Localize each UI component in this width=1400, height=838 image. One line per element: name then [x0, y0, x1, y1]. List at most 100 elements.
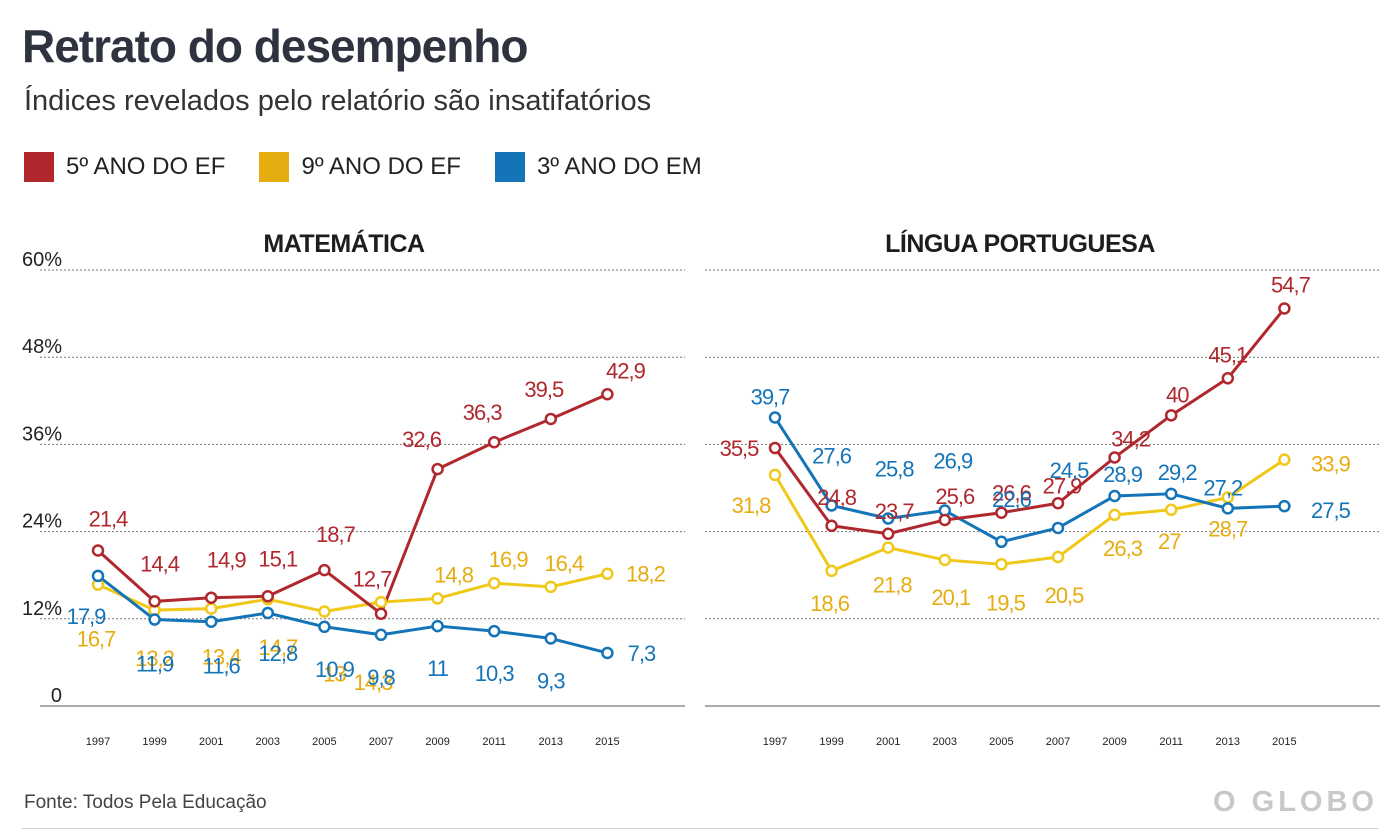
- x-tick-label: 2015: [1272, 736, 1296, 748]
- x-tick-label: 2013: [1216, 736, 1240, 748]
- y-tick-label: 24%: [22, 511, 62, 533]
- data-point-5ef: [1108, 451, 1121, 464]
- data-point-9ef: [431, 592, 444, 605]
- chart-subtitle: Índices revelados pelo relatório são ins…: [24, 85, 652, 117]
- legend-label-3em: 3º ANO DO EM: [536, 153, 702, 180]
- data-point-9ef: [1108, 508, 1121, 522]
- source-note: Fonte: Todos Pela Educação: [24, 792, 267, 813]
- data-point-3em: [1164, 487, 1178, 501]
- data-point-5ef: [1164, 409, 1178, 422]
- data-point-3em: [318, 620, 331, 634]
- data-label-5ef: 42,9: [606, 358, 646, 383]
- data-label-3em: 22,6: [992, 487, 1032, 512]
- data-point-5ef: [768, 441, 782, 455]
- data-point-9ef: [995, 558, 1008, 571]
- data-point-5ef: [1051, 497, 1065, 510]
- data-label-3em: 39,7: [751, 385, 791, 410]
- data-label-3em: 28,9: [1103, 462, 1143, 487]
- data-label-5ef: 27,9: [1043, 473, 1083, 498]
- data-point-5ef: [204, 591, 218, 604]
- data-label-3em: 10,9: [315, 657, 355, 682]
- data-point-3em: [1051, 521, 1065, 535]
- data-label-9ef: 14,3: [354, 670, 394, 695]
- data-point-5ef: [1278, 302, 1291, 315]
- data-point-5ef: [487, 435, 501, 449]
- data-label-5ef: 34,2: [1111, 426, 1151, 451]
- data-label-5ef: 45,1: [1208, 342, 1248, 367]
- data-label-3em: 29,2: [1158, 460, 1198, 485]
- data-label-9ef: 16,4: [544, 551, 584, 576]
- x-tick-label: 2003: [933, 736, 957, 748]
- legend-item-5ef: 5º ANO DO EF: [24, 152, 225, 182]
- data-point-5ef: [938, 513, 952, 527]
- data-label-5ef: 26,6: [992, 481, 1032, 506]
- x-tick-label: 1997: [763, 736, 787, 748]
- x-tick-label: 2009: [425, 736, 449, 748]
- data-point-9ef: [487, 576, 501, 590]
- data-label-5ef: 25,6: [935, 484, 975, 509]
- y-tick-label: 12%: [22, 598, 62, 620]
- data-label-3em: 11,6: [203, 654, 241, 679]
- brand-logo: O GLOBO: [1213, 786, 1378, 818]
- data-label-3em: 25,8: [875, 457, 915, 482]
- legend-swatch-3em: [494, 152, 525, 182]
- data-point-3em: [768, 411, 782, 424]
- panel-title: LÍNGUA PORTUGUESA: [885, 229, 1155, 258]
- data-point-5ef: [1221, 372, 1235, 385]
- data-point-9ef: [374, 595, 388, 609]
- x-tick-label: 1999: [142, 736, 166, 748]
- legend-label-9ef: 9º ANO DO EF: [301, 153, 461, 180]
- data-label-3em: 26,9: [933, 449, 973, 474]
- data-label-9ef: 18,2: [626, 562, 666, 587]
- data-label-5ef: 39,5: [524, 377, 564, 402]
- data-point-3em: [487, 624, 501, 638]
- series-line-5ef: [773, 307, 1286, 536]
- data-point-3em: [881, 512, 895, 525]
- data-label-5ef: 36,3: [463, 400, 503, 425]
- data-point-9ef: [1278, 453, 1291, 466]
- data-label-5ef: 24,8: [817, 485, 857, 510]
- series-line-5ef: [96, 392, 609, 616]
- x-tick-label: 2011: [1159, 736, 1183, 748]
- data-label-9ef: 14,7: [258, 635, 298, 660]
- data-point-9ef: [318, 605, 331, 618]
- legend-label-5ef: 5º ANO DO EF: [66, 153, 226, 180]
- legend-item-3em: 3º ANO DO EM: [494, 152, 702, 182]
- data-point-5ef: [148, 595, 161, 608]
- data-label-5ef: 15,1: [258, 546, 298, 571]
- data-label-5ef: 32,6: [402, 427, 442, 452]
- data-point-5ef: [318, 563, 331, 577]
- data-point-5ef: [91, 544, 105, 557]
- data-label-9ef: 26,3: [1103, 536, 1143, 561]
- series-line-3em: [97, 574, 608, 655]
- data-point-9ef: [825, 564, 838, 578]
- series-line-3em: [773, 416, 1285, 544]
- data-label-5ef: 21,4: [89, 506, 129, 531]
- data-label-5ef: 14,9: [207, 548, 247, 573]
- bottom-divider: [22, 828, 1378, 829]
- data-label-3em: 11: [427, 656, 449, 681]
- data-point-9ef: [544, 580, 558, 594]
- x-tick-label: 2001: [199, 736, 223, 748]
- data-label-9ef: 13,4: [202, 645, 242, 670]
- data-point-5ef: [825, 519, 838, 533]
- data-point-5ef: [374, 607, 388, 620]
- data-point-3em: [995, 535, 1008, 549]
- data-label-5ef: 18,7: [316, 522, 356, 547]
- data-label-3em: 10,3: [475, 661, 515, 686]
- x-tick-label: 2015: [595, 736, 619, 748]
- data-label-5ef: 12,7: [353, 567, 393, 592]
- y-tick-label: 60%: [22, 249, 62, 271]
- x-tick-label: 1997: [86, 736, 110, 748]
- data-point-3em: [261, 606, 275, 620]
- data-label-9ef: 20,5: [1045, 583, 1085, 608]
- data-label-9ef: 19,5: [986, 590, 1026, 615]
- data-label-3em: 12,8: [258, 641, 298, 666]
- data-label-9ef: 31,8: [732, 493, 772, 518]
- data-label-9ef: 16,7: [77, 627, 117, 652]
- legend-swatch-5ef: [24, 152, 54, 182]
- legend-item-9ef: 9º ANO DO EF: [259, 152, 461, 182]
- x-tick-label: 2013: [539, 736, 563, 748]
- data-label-9ef: 27: [1158, 529, 1181, 554]
- data-label-5ef: 14,4: [140, 551, 180, 576]
